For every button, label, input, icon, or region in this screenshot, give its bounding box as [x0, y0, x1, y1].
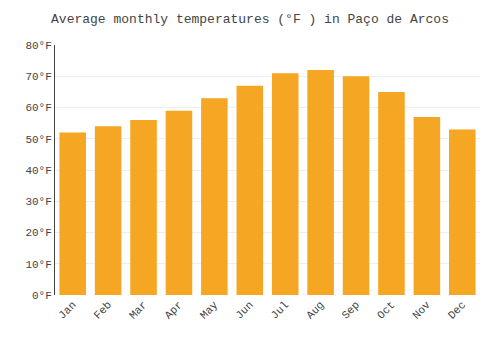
svg-text:Jan: Jan [56, 299, 78, 321]
svg-text:0°F: 0°F [32, 290, 52, 302]
svg-text:Aug: Aug [304, 299, 326, 321]
svg-text:Average monthly temperatures (: Average monthly temperatures (°F ) in Pa… [51, 12, 449, 27]
svg-text:20°F: 20°F [25, 227, 51, 239]
svg-text:Sep: Sep [340, 299, 362, 321]
svg-text:50°F: 50°F [25, 134, 51, 146]
svg-text:60°F: 60°F [25, 102, 51, 114]
svg-text:10°F: 10°F [25, 259, 51, 271]
svg-text:Jun: Jun [233, 299, 255, 321]
svg-text:Dec: Dec [446, 299, 468, 321]
svg-text:May: May [198, 299, 221, 322]
svg-text:Apr: Apr [162, 299, 184, 321]
svg-text:Nov: Nov [410, 299, 433, 322]
svg-text:Feb: Feb [92, 299, 114, 321]
svg-text:80°F: 80°F [25, 40, 51, 52]
svg-text:40°F: 40°F [25, 165, 51, 177]
svg-text:Jul: Jul [269, 299, 291, 321]
svg-text:30°F: 30°F [25, 196, 51, 208]
svg-text:70°F: 70°F [25, 71, 51, 83]
svg-text:Mar: Mar [127, 299, 149, 321]
svg-text:Oct: Oct [375, 299, 397, 321]
